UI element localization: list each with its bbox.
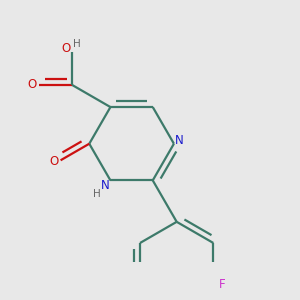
Text: H: H <box>73 39 80 49</box>
Text: H: H <box>93 189 101 199</box>
Text: O: O <box>61 42 70 55</box>
Text: F: F <box>219 278 226 291</box>
Text: N: N <box>101 179 110 192</box>
Text: N: N <box>175 134 184 147</box>
Text: O: O <box>28 78 37 91</box>
Text: O: O <box>49 155 58 168</box>
